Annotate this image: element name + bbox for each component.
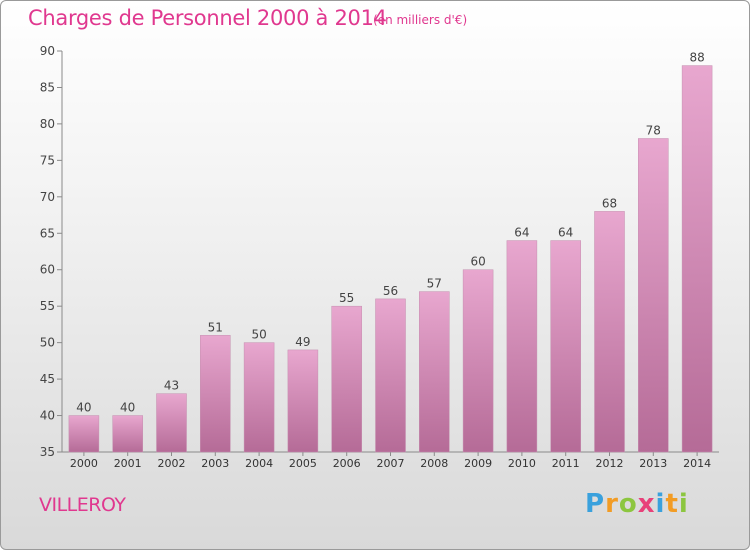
x-tick-label: 2003 bbox=[201, 457, 229, 470]
bar bbox=[287, 349, 319, 453]
proxiti-logo: Proxiti bbox=[585, 489, 689, 519]
x-tick-label: 2012 bbox=[596, 457, 624, 470]
bar-value-label: 68 bbox=[602, 196, 617, 210]
bar bbox=[375, 298, 406, 453]
bar-value-label: 49 bbox=[295, 335, 310, 349]
logo-letter: x bbox=[637, 489, 656, 519]
logo-letter: o bbox=[618, 489, 638, 519]
x-tick-label: 2002 bbox=[158, 457, 186, 470]
bar bbox=[200, 335, 231, 453]
y-tick-label: 75 bbox=[40, 153, 55, 167]
bar-value-label: 43 bbox=[164, 379, 179, 393]
x-tick-label: 2000 bbox=[70, 457, 98, 470]
bar bbox=[331, 305, 362, 453]
bar-value-label: 55 bbox=[339, 291, 354, 305]
y-tick-label: 80 bbox=[40, 117, 55, 131]
y-tick-label: 35 bbox=[40, 445, 55, 459]
logo-letter: r bbox=[605, 489, 619, 519]
x-tick-label: 2006 bbox=[333, 457, 361, 470]
chart-subtitle: (en milliers d'€) bbox=[373, 13, 468, 27]
y-tick-label: 70 bbox=[40, 190, 55, 204]
bar-value-label: 60 bbox=[470, 255, 485, 269]
x-tick-label: 2005 bbox=[289, 457, 317, 470]
y-tick-label: 45 bbox=[40, 372, 55, 386]
y-tick-label: 90 bbox=[40, 44, 55, 58]
bar bbox=[156, 393, 187, 453]
logo-letter: t bbox=[665, 489, 679, 519]
logo-letter: i bbox=[655, 489, 666, 519]
logo-letter: P bbox=[585, 489, 606, 519]
bar-value-label: 64 bbox=[558, 226, 573, 240]
bar bbox=[68, 415, 100, 453]
x-tick-label: 2007 bbox=[377, 457, 405, 470]
bar-value-label: 50 bbox=[251, 328, 266, 342]
y-tick-label: 65 bbox=[40, 226, 55, 240]
bar bbox=[112, 415, 143, 453]
x-tick-label: 2013 bbox=[639, 457, 667, 470]
x-tick-label: 2011 bbox=[552, 457, 580, 470]
x-tick-label: 2004 bbox=[245, 457, 273, 470]
logo-letter: i bbox=[678, 489, 689, 519]
x-tick-label: 2001 bbox=[114, 457, 142, 470]
bar bbox=[594, 211, 625, 453]
y-tick-label: 55 bbox=[40, 299, 55, 313]
bar-value-label: 40 bbox=[76, 401, 91, 415]
bar bbox=[462, 269, 494, 453]
y-tick-label: 60 bbox=[40, 263, 55, 277]
bar bbox=[419, 291, 450, 453]
bar-value-label: 57 bbox=[427, 277, 442, 291]
bar bbox=[506, 240, 538, 453]
y-tick-label: 50 bbox=[40, 336, 55, 350]
bar-value-label: 56 bbox=[383, 284, 398, 298]
x-tick-label: 2009 bbox=[464, 457, 492, 470]
bar bbox=[638, 138, 669, 453]
bar-value-label: 78 bbox=[646, 123, 661, 137]
y-tick-label: 40 bbox=[40, 409, 55, 423]
x-tick-label: 2008 bbox=[420, 457, 448, 470]
commune-name: VILLEROY bbox=[39, 494, 126, 516]
bar-value-label: 51 bbox=[208, 320, 223, 334]
bar bbox=[550, 240, 581, 453]
bar bbox=[681, 65, 713, 453]
bar-value-label: 88 bbox=[689, 51, 704, 65]
bar-value-label: 64 bbox=[514, 226, 529, 240]
bar-value-label: 40 bbox=[120, 401, 135, 415]
bar bbox=[243, 342, 275, 453]
x-tick-label: 2010 bbox=[508, 457, 536, 470]
chart-title: Charges de Personnel 2000 à 2014 bbox=[28, 6, 387, 30]
y-tick-label: 85 bbox=[40, 80, 55, 94]
x-tick-label: 2014 bbox=[683, 457, 711, 470]
